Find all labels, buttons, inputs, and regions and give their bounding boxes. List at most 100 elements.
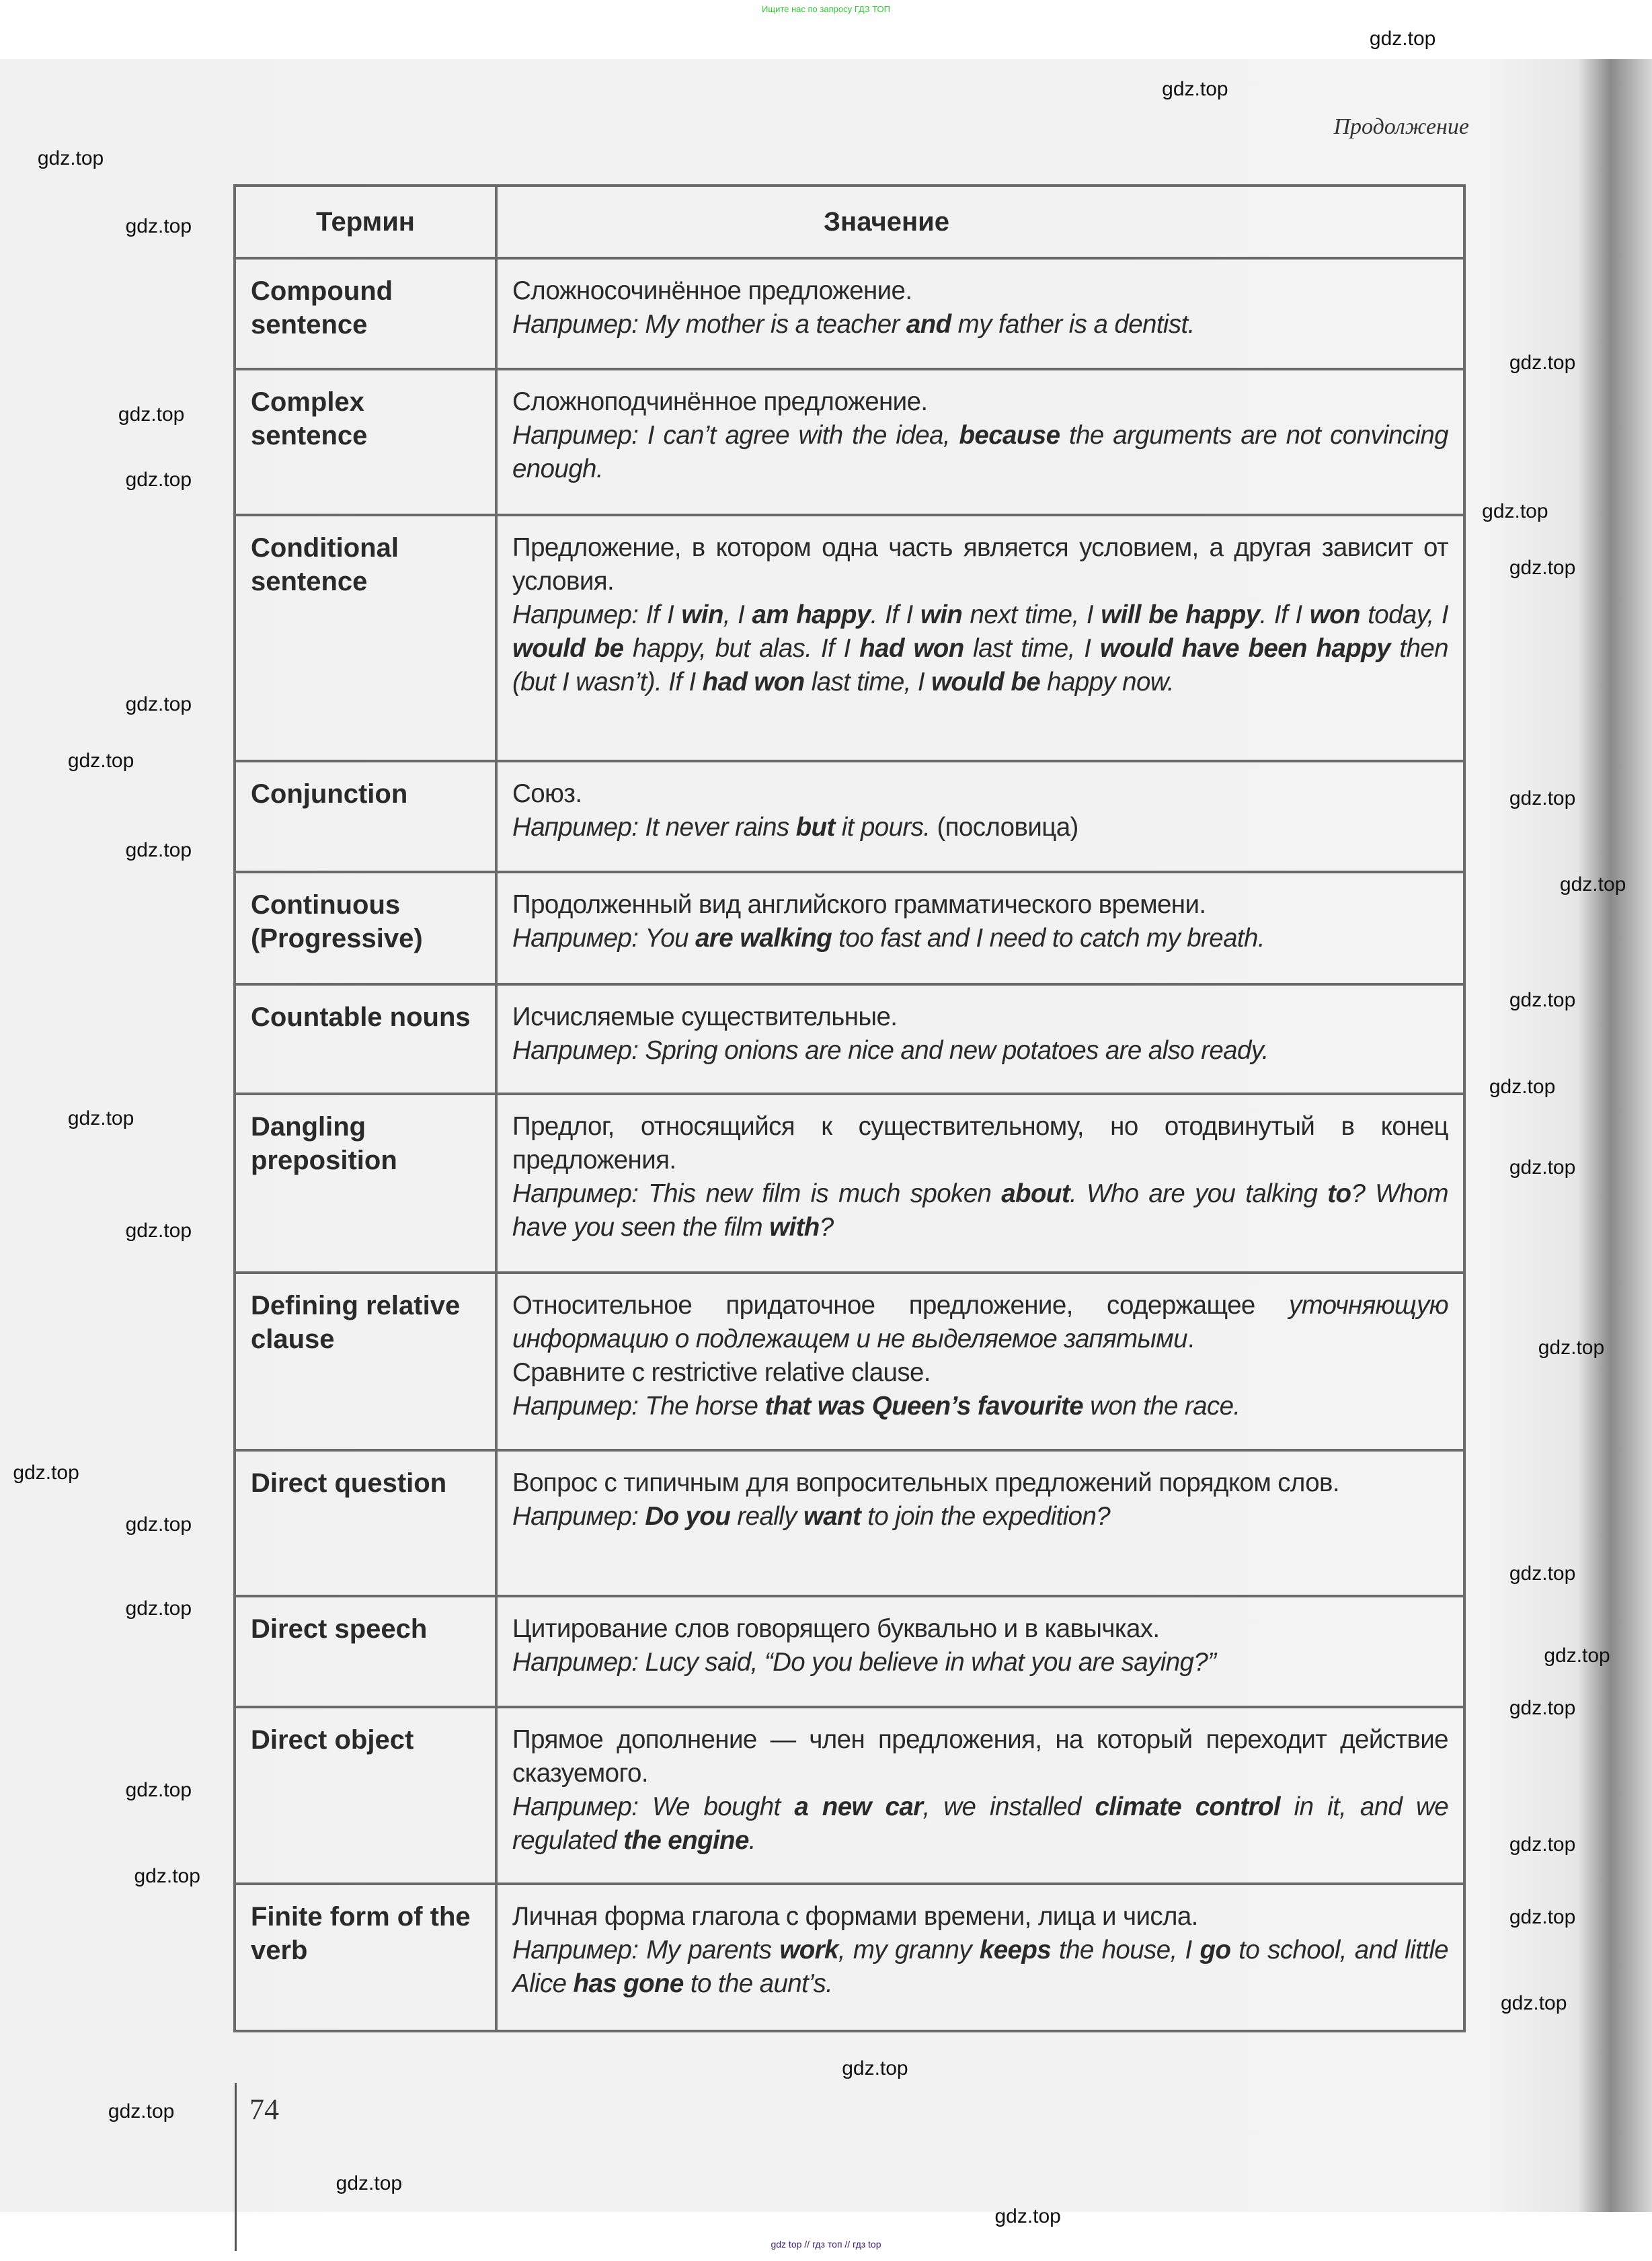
text-segment: the arguments are not convincing enough. [512, 421, 1449, 483]
text-segment: ? [819, 1213, 834, 1242]
page-number: 74 [249, 2093, 279, 2126]
watermark: gdz.top [1509, 1156, 1576, 1179]
text-segment: . [748, 1826, 756, 1855]
definition-paragraph: Исчисляемые существительные. [512, 1000, 1448, 1034]
table-row: Defining relative clause Относительное пр… [233, 1271, 1466, 1452]
text-segment: . If I [870, 600, 920, 629]
highlighted-text: to [1327, 1179, 1351, 1208]
definition-paragraph: Цитирование слов говорящего буквально и … [512, 1612, 1448, 1646]
example-paragraph: Например: I can’t agree with the idea, b… [512, 419, 1449, 486]
watermark: gdz.top [1500, 1992, 1567, 2015]
term-cell: Direct question [233, 1449, 498, 1597]
highlighted-text: and [906, 310, 951, 339]
text-segment: уточняющую информацию о подлежащем и не … [512, 1291, 1449, 1353]
meaning-cell: Сложносочинённое предложение. Например: M… [495, 257, 1466, 370]
watermark: gdz.top [842, 2057, 908, 2079]
highlighted-text: want [803, 1502, 861, 1531]
example-paragraph: Например: You are walking too fast and I… [512, 922, 1448, 955]
watermark: gdz.top [1544, 1644, 1610, 1667]
table-row: Countable nouns Исчисляемые существительн… [233, 983, 1466, 1095]
text-segment: happy now. [1040, 668, 1174, 697]
table-row: Conjunction Союз. Например: It never rains… [233, 760, 1466, 873]
watermark: gdz.top [1538, 1336, 1605, 1359]
text-segment: ? Whom have you seen the film [512, 1179, 1449, 1242]
definition-paragraph: Личная форма глагола с формами времени, … [512, 1900, 1448, 1934]
highlighted-text: will be happy [1101, 600, 1260, 629]
watermark: gdz.top [1509, 1905, 1576, 1928]
watermark: gdz.top [1509, 352, 1576, 374]
text-segment: Например: This new film is much spoken [512, 1179, 1002, 1208]
definition-paragraph: Продолженный вид английского грамматичес… [512, 888, 1448, 922]
watermark: gdz.top [37, 147, 104, 169]
text-segment: Вопрос с типичным для вопросительных пре… [512, 1468, 1340, 1497]
example-paragraph: Например: Lucy said, “Do you believe in … [512, 1646, 1448, 1679]
header-term: Термин [233, 184, 498, 260]
text-segment: really [730, 1502, 803, 1531]
table-row: Conditional sentence Предложение, в котор… [233, 514, 1466, 762]
meaning-cell: Личная форма глагола с формами времени, … [495, 1882, 1466, 2032]
text-segment: Союз. [512, 779, 582, 808]
definition-paragraph: Союз. [512, 777, 1448, 811]
text-segment: Например: Lucy said, “Do you believe in … [512, 1648, 1216, 1677]
meaning-cell: Цитирование слов говорящего буквально и … [495, 1595, 1466, 1708]
table-row: Direct speech Цитирование слов говорящего… [233, 1595, 1466, 1708]
watermark: gdz.top [125, 214, 192, 237]
text-segment: , I [723, 600, 752, 629]
example-paragraph: Например: My parents work, my granny kee… [512, 1934, 1449, 2001]
continuation-label: Продолжение [1333, 114, 1469, 139]
watermark: gdz.top [125, 693, 192, 716]
highlighted-text: would be [512, 634, 624, 663]
text-segment: to join the expedition? [861, 1502, 1111, 1531]
text-segment: Прямое дополнение — член предложения, на… [512, 1725, 1449, 1788]
watermark: gdz.top [1369, 27, 1436, 50]
term-cell: Finite form of the verb [233, 1882, 498, 2032]
watermark: gdz.top [13, 1462, 79, 1484]
text-segment: won the race. [1083, 1392, 1241, 1421]
highlighted-text: had won [702, 668, 805, 697]
example-paragraph: Например: My mother is a teacher and my … [512, 308, 1448, 342]
watermark: gdz.top [1482, 500, 1548, 523]
term-cell: Complex sentence [233, 368, 498, 516]
text-segment: the house, I [1051, 1936, 1200, 1965]
table-row: Direct question Вопрос с типичным для воп… [233, 1449, 1466, 1597]
watermark: gdz.top [118, 403, 185, 426]
text-segment: Сравните с restrictive relative clause. [512, 1358, 931, 1387]
text-segment: Например: The horse [512, 1392, 765, 1421]
text-segment: Цитирование слов говорящего буквально и … [512, 1614, 1160, 1643]
meaning-cell: Относительное придаточное предложение, с… [495, 1271, 1466, 1452]
watermark: gdz.top [125, 1513, 192, 1536]
term-cell: Countable nouns [233, 983, 498, 1095]
highlighted-text: keeps [979, 1936, 1052, 1965]
example-paragraph: Например: Spring onions are nice and new… [512, 1034, 1448, 1068]
text-segment: Продолженный вид английского грамматичес… [512, 890, 1206, 919]
text-segment: Например: If I [512, 600, 682, 629]
watermark: gdz.top [125, 468, 192, 491]
definition-paragraph: Сравните с restrictive relative clause. [512, 1356, 1448, 1390]
definition-paragraph: Относительное придаточное предложение, с… [512, 1289, 1449, 1356]
watermark: gdz.top [1509, 1562, 1576, 1585]
text-segment: Предложение, в котором одна часть являет… [512, 533, 1449, 596]
text-segment: Исчисляемые существительные. [512, 1002, 898, 1031]
term-cell: Conditional sentence [233, 514, 498, 762]
definition-paragraph: Сложноподчинённое предложение. [512, 385, 1448, 419]
watermark: gdz.top [125, 838, 192, 861]
example-paragraph: Например: If I win, I am happy. If I win… [512, 598, 1449, 699]
watermark: gdz.top [336, 2172, 403, 2195]
term-cell: Defining relative clause [233, 1271, 498, 1452]
text-segment: Например: We bought [512, 1792, 795, 1821]
example-paragraph: Например: Do you really want to join the… [512, 1500, 1448, 1534]
text-segment: to school, and little Alice [512, 1936, 1449, 1998]
watermark: gdz.top [125, 1219, 192, 1242]
term-cell: Compound sentence [233, 257, 498, 370]
bottom-note: gdz top // гдз топ // гдз top [771, 2239, 881, 2250]
watermark: gdz.top [1509, 1696, 1576, 1719]
term-cell: Dangling preposition [233, 1093, 498, 1274]
example-paragraph: Например: We bought a new car, we instal… [512, 1790, 1449, 1858]
text-segment: it pours. [834, 813, 931, 842]
text-segment: Предлог, относящийся к существительному,… [512, 1112, 1449, 1175]
definition-paragraph: Предлог, относящийся к существительному,… [512, 1110, 1449, 1177]
text-segment: , my granny [838, 1936, 980, 1965]
watermark: gdz.top [134, 1865, 200, 1888]
term-cell: Direct speech [233, 1595, 498, 1708]
text-segment: Личная форма глагола с формами времени, … [512, 1902, 1198, 1931]
